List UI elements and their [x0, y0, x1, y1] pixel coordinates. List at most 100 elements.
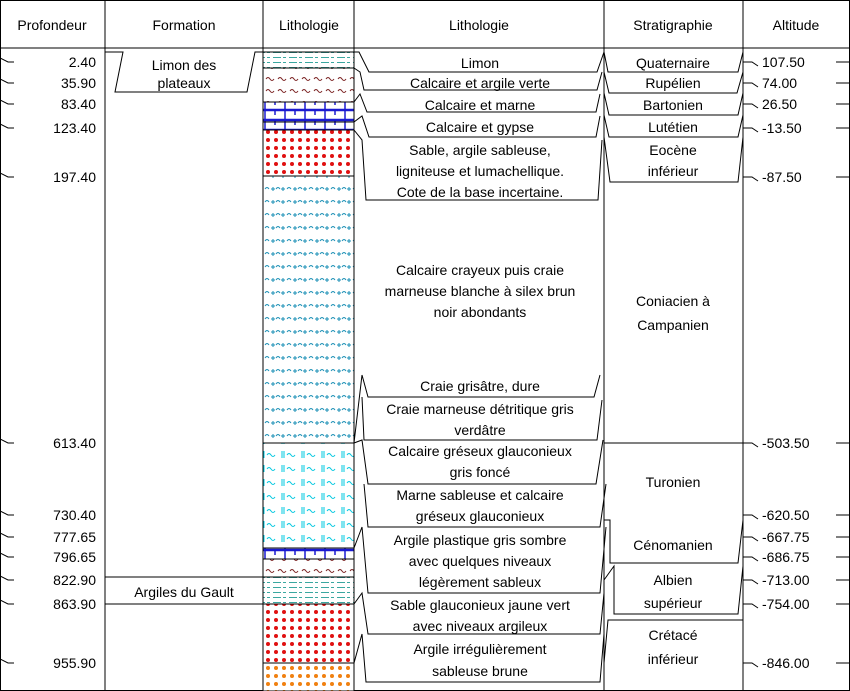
- depth-value: 777.65: [53, 529, 96, 545]
- desc-marne-sableuse-l1: Marne sableuse et calcaire: [396, 487, 564, 503]
- strat-albien-l1: Albien: [654, 572, 693, 588]
- formation-limon-line2: plateaux: [158, 75, 211, 91]
- depth-value: 730.40: [53, 507, 96, 523]
- stratum-craie: [262, 175, 355, 444]
- desc-craie-marneuse-l2: verdâtre: [454, 422, 506, 438]
- strat-bartonien: Bartonien: [643, 97, 703, 113]
- depth-value: 822.90: [53, 572, 96, 588]
- depth-markers: 2.40 35.90 83.40 123.40 197.40 613.40 730.40 77…: [0, 54, 96, 671]
- desc-calcaire-greseux-l2: gris foncé: [450, 464, 511, 480]
- stratum-calcaire-gypse: [262, 121, 355, 131]
- depth-tick: [0, 438, 14, 444]
- strat-eocene-l2: inférieur: [648, 163, 699, 179]
- depth-tick: [0, 172, 14, 178]
- altitude-tick: [743, 61, 759, 67]
- lithology-descriptions: Limon Calcaire et argile verte Calcaire …: [385, 55, 576, 679]
- altitude-tick: [743, 176, 759, 182]
- stratum-sable-glauconieux: [262, 603, 355, 664]
- altitude-value: -686.75: [762, 549, 810, 565]
- altitude-tick: [743, 103, 759, 109]
- strat-albien-l2: supérieur: [644, 595, 703, 611]
- desc-argile-brune-l2: sableuse brune: [432, 663, 528, 679]
- depth-value: 613.40: [53, 435, 96, 451]
- desc-craie-marneuse-l1: Craie marneuse détritique gris: [386, 401, 574, 417]
- desc-calcaire-marne: Calcaire et marne: [425, 97, 536, 113]
- header-lithology-column: Lithologie: [279, 17, 339, 33]
- strat-turonien: Turonien: [646, 474, 701, 490]
- stratigraphy-connectors: [603, 51, 744, 664]
- altitude-markers: 107.50 74.00 26.50 -13.50 -87.50 -503.50 -620.…: [743, 54, 850, 671]
- desc-calcaire-argile-verte: Calcaire et argile verte: [410, 75, 550, 91]
- altitude-value: -87.50: [762, 169, 802, 185]
- stratum-argile-brune: [262, 662, 355, 691]
- header-lithology-description: Lithologie: [449, 17, 509, 33]
- altitude-tick: [743, 82, 759, 88]
- altitude-tick: [743, 514, 759, 520]
- depth-value: 2.40: [69, 54, 96, 70]
- altitude-value: -754.00: [762, 596, 810, 612]
- description-connectors: [353, 51, 607, 683]
- depth-value: 123.40: [53, 120, 96, 136]
- strat-coniacien-l2: Campanien: [637, 317, 709, 333]
- desc-sable-glauconieux-l1: Sable glauconieux jaune vert: [390, 597, 570, 613]
- depth-value: 955.90: [53, 655, 96, 671]
- depth-value: 863.90: [53, 596, 96, 612]
- altitude-value: -713.00: [762, 572, 810, 588]
- depth-tick: [0, 78, 14, 84]
- strat-cenomanien: Cénomanien: [633, 537, 712, 553]
- strat-quaternaire: Quaternaire: [636, 55, 710, 71]
- altitude-tick: [743, 603, 759, 609]
- stratum-calcaire-marne: [262, 101, 355, 123]
- depth-tick: [0, 599, 14, 605]
- desc-argile-plastique-l1: Argile plastique gris sombre: [394, 532, 567, 548]
- strat-coniacien-l1: Coniacien à: [636, 293, 710, 309]
- depth-value: 197.40: [53, 169, 96, 185]
- desc-calcaire-greseux-l1: Calcaire gréseux glauconieux: [388, 443, 572, 459]
- altitude-value: -846.00: [762, 655, 810, 671]
- altitude-tick: [743, 536, 759, 542]
- altitude-value: -503.50: [762, 435, 810, 451]
- header-altitude: Altitude: [773, 17, 820, 33]
- desc-craie-grisatre: Craie grisâtre, dure: [420, 378, 540, 394]
- depth-tick: [0, 658, 14, 664]
- strat-lutetien: Lutétien: [648, 119, 698, 135]
- depth-tick: [0, 123, 14, 129]
- desc-craie-l3: noir abondants: [434, 304, 527, 320]
- header-depth: Profondeur: [17, 17, 87, 33]
- strat-eocene-l1: Eocène: [649, 142, 697, 158]
- desc-sable-l2: ligniteuse et lumachellique.: [396, 163, 564, 179]
- formation-limon-line1: Limon des: [152, 57, 217, 73]
- depth-tick: [0, 57, 14, 63]
- altitude-tick: [743, 442, 759, 448]
- depth-value: 796.65: [53, 549, 96, 565]
- desc-argile-plastique-l2: avec quelques niveaux: [409, 553, 551, 569]
- desc-craie-l2: marneuse blanche à silex brun: [385, 283, 576, 299]
- header-stratigraphy: Stratigraphie: [633, 17, 713, 33]
- desc-craie-l1: Calcaire crayeux puis craie: [396, 262, 564, 278]
- stratum-argile-verte: [262, 67, 355, 103]
- depth-tick: [0, 575, 14, 581]
- depth-tick: [0, 510, 14, 516]
- depth-tick: [0, 532, 14, 538]
- depth-tick: [0, 99, 14, 105]
- stratum-cenomanien-argile: [262, 558, 355, 578]
- altitude-value: 26.50: [762, 96, 797, 112]
- desc-argile-plastique-l3: légèrement sableux: [419, 574, 541, 590]
- desc-sable-l1: Sable, argile sableuse,: [409, 142, 551, 158]
- header-formation: Formation: [152, 17, 215, 33]
- desc-limon: Limon: [461, 55, 499, 71]
- strat-rupelien: Rupélien: [645, 75, 700, 91]
- desc-calcaire-gypse: Calcaire et gypse: [426, 119, 534, 135]
- strat-cretace-l2: inférieur: [648, 651, 699, 667]
- altitude-value: -13.50: [762, 120, 802, 136]
- desc-argile-brune-l1: Argile irrégulièrement: [413, 641, 546, 657]
- altitude-tick: [743, 662, 759, 668]
- altitude-value: 74.00: [762, 75, 797, 91]
- stratum-cenomanien-calcaire: [262, 547, 355, 560]
- strat-cretace-l1: Crétacé: [648, 627, 697, 643]
- desc-sable-l3: Cote de la base incertaine.: [397, 184, 564, 200]
- lithology-column: [262, 51, 355, 691]
- altitude-value: 107.50: [762, 54, 805, 70]
- desc-sable-glauconieux-l2: avec niveaux argileux: [413, 618, 548, 634]
